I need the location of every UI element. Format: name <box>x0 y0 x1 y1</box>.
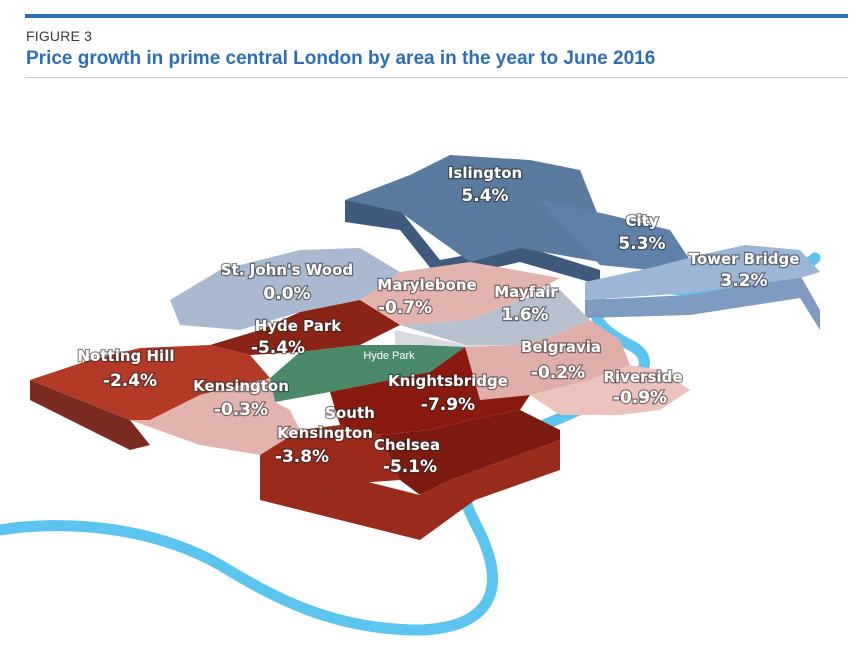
label-tower-bridge-name: Tower Bridge <box>689 250 800 268</box>
top-rule <box>25 14 848 18</box>
map-areas <box>30 155 820 495</box>
label-south-kensington-value: -3.8% <box>275 447 329 467</box>
area-south-kensington[interactable] <box>260 425 400 485</box>
label-city-value: 5.3% <box>618 234 665 254</box>
label-chelsea-value: -5.1% <box>383 457 437 477</box>
label-marylebone-value: -0.7% <box>378 298 432 318</box>
park-label: Hyde Park <box>363 350 415 362</box>
area-mayfair[interactable] <box>400 290 590 345</box>
label-belgravia-value: -0.2% <box>531 363 585 383</box>
area-notting-hill[interactable] <box>30 345 270 420</box>
area-knightsbridge[interactable] <box>330 347 530 435</box>
area-st-johns-wood[interactable] <box>170 248 400 330</box>
label-south-kensington-name-line1: South <box>325 404 375 422</box>
label-notting-hill-value: -2.4% <box>103 371 157 391</box>
label-knightsbridge-value: -7.9% <box>421 395 475 415</box>
label-notting-hill-name: Notting Hill <box>78 347 175 365</box>
area-marylebone[interactable] <box>360 262 560 325</box>
area-labels: Islington 5.4% City 5.3% Tower Bridge 3.… <box>76 163 800 479</box>
area-kensington[interactable] <box>130 378 300 455</box>
area-riverside[interactable] <box>530 365 690 415</box>
area-islington[interactable] <box>345 155 600 262</box>
area-hyde-park-green <box>270 345 465 402</box>
label-riverside-value: -0.9% <box>613 388 667 408</box>
label-riverside-name: Riverside <box>603 368 682 386</box>
label-islington-name: Islington <box>448 164 522 182</box>
area-belgravia[interactable] <box>450 320 630 400</box>
label-marylebone-name: Marylebone <box>377 276 476 294</box>
label-mayfair-value: 1.6% <box>501 305 548 325</box>
label-mayfair-name: Mayfair <box>494 283 558 301</box>
title-rule <box>25 77 848 78</box>
label-islington-value: 5.4% <box>461 186 508 206</box>
label-tower-bridge-value: 3.2% <box>720 271 767 291</box>
label-south-kensington-name-line2: Kensington <box>277 424 373 442</box>
label-hyde-park-name: Hyde Park <box>255 317 343 335</box>
label-kensington-value: -0.3% <box>214 400 268 420</box>
label-knightsbridge-name: Knightsbridge <box>388 372 508 390</box>
area-tower-bridge[interactable] <box>585 245 820 300</box>
label-st-johns-wood-value: 0.0% <box>263 284 310 304</box>
label-chelsea-name: Chelsea <box>374 436 440 454</box>
figure-label: FIGURE 3 <box>26 28 93 44</box>
area-city[interactable] <box>540 200 690 270</box>
area-hyde-park[interactable] <box>210 300 400 355</box>
figure-title: Price growth in prime central London by … <box>26 48 656 69</box>
area-chelsea[interactable] <box>380 410 560 495</box>
label-city-name: City <box>625 212 658 230</box>
label-st-johns-wood-name: St. John's Wood <box>221 261 353 279</box>
label-kensington-name: Kensington <box>193 377 289 395</box>
label-hyde-park-value: -5.4% <box>251 338 305 358</box>
label-belgravia-name: Belgravia <box>521 338 601 356</box>
